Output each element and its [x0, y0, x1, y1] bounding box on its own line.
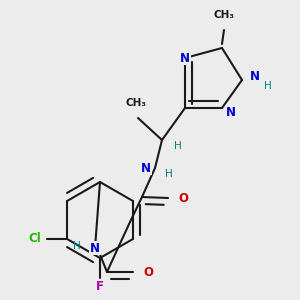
Text: N: N [226, 106, 236, 118]
Text: N: N [141, 161, 151, 175]
Text: H: H [264, 81, 272, 91]
Text: H: H [174, 141, 182, 151]
Text: O: O [178, 191, 188, 205]
Text: CH₃: CH₃ [214, 10, 235, 20]
Text: F: F [96, 280, 104, 292]
Text: H: H [73, 241, 81, 251]
Text: N: N [90, 242, 100, 254]
Text: O: O [143, 266, 153, 278]
Text: N: N [180, 52, 190, 64]
Text: CH₃: CH₃ [125, 98, 146, 108]
Text: N: N [250, 70, 260, 83]
Text: Cl: Cl [28, 232, 41, 245]
Text: H: H [165, 169, 173, 179]
